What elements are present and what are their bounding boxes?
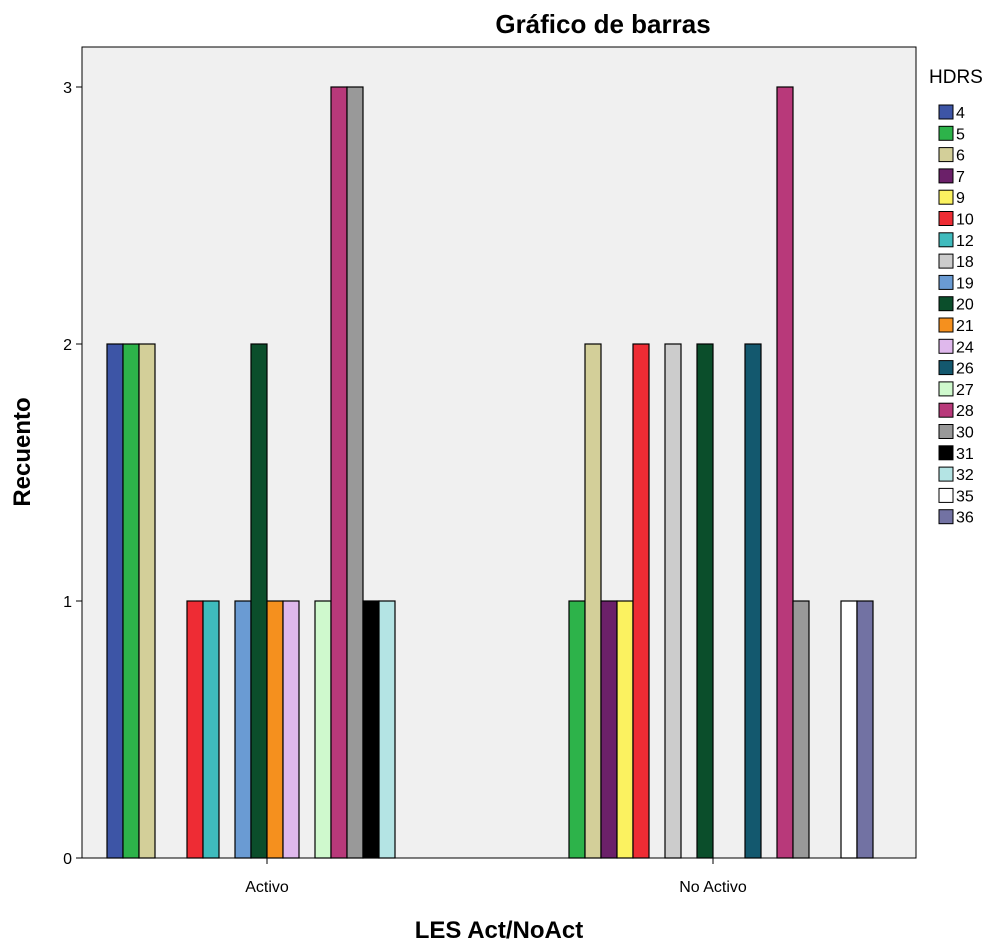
legend-label-27: 27 [956,382,974,399]
x-tick-label: Activo [245,879,289,896]
bar-hdrs-28-activo [330,86,348,859]
y-tick-label: 3 [63,80,72,97]
legend-label-6: 6 [956,148,965,165]
legend: 4 5 6 7 9 10 12 18 19 20 21 24 26 27 28 30 31 32 35 36 [938,104,974,527]
bar-hdrs-31-activo [362,600,380,859]
bar-hdrs-19-activo [234,600,252,859]
bar-hdrs-30-activo [346,86,364,859]
legend-label-36: 36 [956,510,974,527]
bar-hdrs-27-activo [314,600,332,859]
bar-hdrs-10-activo [186,600,204,859]
legend-swatch-5 [938,125,954,141]
legend-label-9: 9 [956,190,965,207]
chart-title: Gráfico de barras [495,9,710,39]
y-axis: 0 1 2 3 [63,80,82,868]
legend-swatch-7 [938,168,954,184]
bar-hdrs-4-activo [106,343,124,859]
legend-swatch-19 [938,274,954,290]
legend-label-32: 32 [956,467,974,484]
legend-label-31: 31 [956,446,974,463]
bar-hdrs-36-no-activo [856,600,874,859]
legend-swatch-6 [938,147,954,163]
legend-label-10: 10 [956,212,974,229]
legend-swatch-35 [938,487,954,503]
legend-label-5: 5 [956,126,965,143]
x-axis: Activo No Activo [245,858,747,896]
bar-hdrs-21-activo [266,600,284,859]
y-axis-title: Recuento [9,397,36,506]
legend-swatch-18 [938,253,954,269]
legend-swatch-10 [938,211,954,226]
legend-swatch-24 [938,338,954,354]
y-tick-label: 2 [63,337,72,354]
legend-label-12: 12 [956,233,974,250]
bar-hdrs-5-no-activo [568,600,586,859]
bar-hdrs-6-activo [138,343,156,859]
y-tick-label: 1 [63,594,72,611]
legend-swatch-26 [938,360,954,376]
legend-label-30: 30 [956,425,974,442]
bar-hdrs-28-no-activo [776,86,794,859]
legend-label-20: 20 [956,297,974,314]
legend-swatch-20 [938,296,954,312]
legend-swatch-21 [938,317,954,333]
x-tick-label: No Activo [679,879,747,896]
bar-hdrs-35-no-activo [840,600,858,859]
legend-swatch-31 [938,445,954,461]
bar-hdrs-20-activo [250,343,268,859]
legend-label-35: 35 [956,488,974,505]
legend-label-28: 28 [956,403,974,420]
legend-label-4: 4 [956,105,965,122]
legend-label-19: 19 [956,275,974,292]
legend-swatch-30 [938,424,954,439]
legend-swatch-27 [938,381,954,397]
y-tick-label: 0 [63,851,72,868]
legend-swatch-36 [938,509,954,525]
x-axis-title: LES Act/NoAct [415,917,583,944]
legend-label-7: 7 [956,169,965,186]
bar-hdrs-7-no-activo [600,600,618,859]
legend-label-24: 24 [956,339,974,356]
bar-hdrs-12-activo [202,600,220,859]
legend-label-18: 18 [956,254,974,271]
bar-hdrs-5-activo [122,343,140,859]
bars-group [106,86,874,859]
legend-swatch-32 [938,466,954,482]
legend-swatch-12 [938,232,954,248]
bar-hdrs-32-activo [378,600,396,859]
legend-swatch-4 [938,104,954,120]
bar-hdrs-6-no-activo [584,343,602,859]
bar-hdrs-9-no-activo [616,600,634,859]
legend-title: HDRS [929,67,983,88]
legend-swatch-9 [938,189,954,205]
bar-hdrs-26-no-activo [744,343,762,859]
bar-hdrs-30-no-activo [792,600,810,859]
legend-label-26: 26 [956,361,974,378]
legend-swatch-28 [938,402,954,418]
bar-hdrs-24-activo [282,600,300,859]
bar-hdrs-18-no-activo [664,343,682,859]
legend-label-21: 21 [956,318,974,335]
bar-hdrs-10-no-activo [632,343,650,859]
bar-hdrs-20-no-activo [696,343,714,859]
